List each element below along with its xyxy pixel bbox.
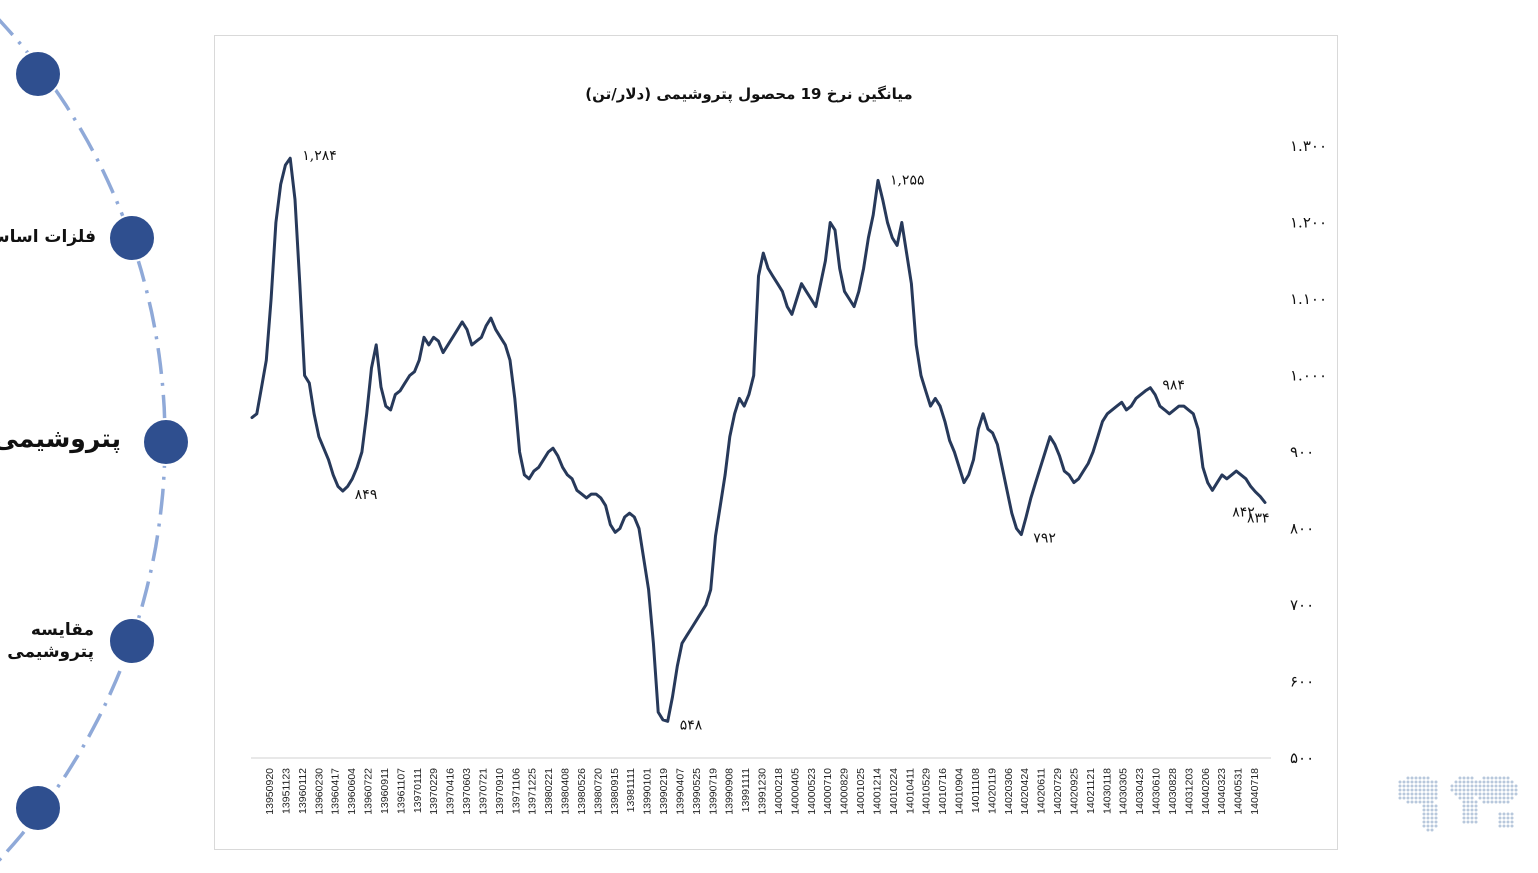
- data-label: ۷۹۲: [1033, 531, 1056, 547]
- nav-dot-4[interactable]: [108, 617, 156, 665]
- series-line: [250, 156, 1267, 723]
- x-tick-label: 13970603: [461, 768, 473, 815]
- x-tick-label: 14020306: [1003, 768, 1015, 815]
- data-label: ۵۴۸: [680, 717, 703, 733]
- x-tick-label: 13960911: [379, 768, 391, 814]
- x-tick-label: 14010411: [904, 768, 916, 814]
- x-tick-label: 14030118: [1101, 768, 1113, 814]
- x-tick-label: 13990407: [674, 768, 686, 815]
- x-tick-label: 13970910: [494, 768, 506, 815]
- x-tick-label: 14020119: [986, 768, 998, 814]
- x-tick-label: 13950920: [264, 768, 276, 815]
- x-tick-label: 13971106: [510, 768, 522, 814]
- chart-title: میانگین نرخ 19 محصول پتروشیمی (دلار/تن): [585, 85, 912, 104]
- petrochemical-price-chart: میانگین نرخ 19 محصول پتروشیمی (دلار/تن) …: [250, 85, 1327, 815]
- x-tick-label: 13961107: [395, 768, 407, 814]
- nav-arc-line: [0, 18, 167, 862]
- x-tick-label: 14031203: [1183, 768, 1195, 815]
- x-tick-label: 13981111: [625, 768, 637, 813]
- x-tick-label: 13951123: [280, 768, 292, 814]
- y-tick-label: ۶۰۰: [1290, 673, 1314, 691]
- x-tick-label: 14040718: [1249, 768, 1261, 815]
- nav-dot-5[interactable]: [14, 784, 62, 832]
- x-tick-label: 13980221: [543, 768, 555, 815]
- x-tick-label: 14011108: [970, 768, 982, 813]
- data-label: ۱,۲۵۵: [890, 172, 925, 188]
- x-tick-label: 14020729: [1052, 768, 1064, 815]
- x-tick-label: 13980408: [560, 768, 572, 815]
- x-tick-label: 14040323: [1216, 768, 1228, 815]
- x-tick-label: 14010224: [888, 768, 900, 815]
- x-tick-label: 14000218: [773, 768, 785, 815]
- x-tick-label: 14040531: [1233, 768, 1245, 815]
- data-label: ۸۳۴: [1247, 510, 1270, 526]
- y-tick-label: ۷۰۰: [1290, 596, 1314, 614]
- x-tick-label: 14020611: [1036, 768, 1048, 814]
- x-tick-label: 14010716: [937, 768, 949, 815]
- x-tick-label: 14001214: [871, 768, 883, 815]
- x-tick-label: 14030305: [1118, 768, 1130, 815]
- nav-dot-2[interactable]: [108, 214, 156, 262]
- y-tick-label: ۸۰۰: [1290, 520, 1314, 538]
- x-tick-label: 13990101: [642, 768, 654, 815]
- x-tick-label: 13970111: [412, 768, 424, 813]
- y-tick-label: ۱.۱۰۰: [1290, 290, 1327, 308]
- x-tick-label: 14030423: [1134, 768, 1146, 815]
- x-tick-label: 13980526: [576, 768, 588, 815]
- x-tick-label: 14000829: [839, 768, 851, 815]
- x-tick-label: 13960722: [363, 768, 375, 815]
- x-tick-label: 14040206: [1200, 768, 1212, 815]
- x-tick-label: 14030610: [1151, 768, 1163, 815]
- x-tick-label: 13990908: [724, 768, 736, 815]
- x-tick-label: 13971225: [527, 768, 539, 815]
- data-label: ۹۸۴: [1162, 378, 1185, 394]
- x-tick-label: 13960604: [346, 768, 358, 815]
- x-tick-label: 14000523: [806, 768, 818, 815]
- x-tick-label: 14010904: [954, 768, 966, 815]
- x-tick-label: 13990219: [658, 768, 670, 815]
- y-tick-label: ۹۰۰: [1290, 443, 1314, 461]
- x-tick-label: 13990719: [707, 768, 719, 815]
- y-tick-label: ۱.۰۰۰: [1290, 367, 1327, 385]
- world-map-icon: [1398, 776, 1518, 832]
- x-tick-label: 14020925: [1068, 768, 1080, 815]
- x-tick-label: 13970229: [428, 768, 440, 815]
- x-tick-label: 13991111: [740, 768, 752, 813]
- x-tick-label: 14001025: [855, 768, 867, 815]
- data-label: ۸۴۲: [1232, 504, 1255, 520]
- x-tick-label: 14000710: [822, 768, 834, 815]
- x-tick-label: 14020424: [1019, 768, 1031, 815]
- data-label: ۱,۲۸۴: [302, 148, 337, 164]
- y-tick-label: ۱.۳۰۰: [1290, 137, 1327, 155]
- x-tick-label: 14021121: [1085, 768, 1097, 814]
- nav-label-base-metals[interactable]: فلزات اساسی: [0, 227, 96, 247]
- y-tick-label: ۱.۲۰۰: [1290, 214, 1327, 232]
- x-tick-label: 13970721: [477, 768, 489, 815]
- data-label: ۸۴۹: [355, 487, 378, 503]
- y-tick-label: ۵۰۰: [1290, 749, 1314, 767]
- nav-dot-3[interactable]: [142, 418, 190, 466]
- nav-dot-1[interactable]: [14, 50, 62, 98]
- x-tick-label: 13980915: [609, 768, 621, 815]
- x-tick-label: 13990525: [691, 768, 703, 815]
- world-map-dots: [1398, 776, 1518, 832]
- x-tick-label: 14030828: [1167, 768, 1179, 815]
- x-tick-label: 14000405: [789, 768, 801, 815]
- x-tick-label: 14010529: [921, 768, 933, 815]
- x-tick-label: 13960417: [330, 768, 342, 815]
- nav-label-petrochemical[interactable]: پتروشیمی: [0, 424, 121, 453]
- section-nav: [0, 18, 190, 862]
- nav-label-petrochemical-comparison[interactable]: مقایسه پتروشیمی: [7, 620, 94, 662]
- x-tick-label: 13960112: [297, 768, 309, 814]
- x-tick-label: 13960230: [313, 768, 325, 815]
- chart-frame: میانگین نرخ 19 محصول پتروشیمی (دلار/تن) …: [214, 35, 1338, 850]
- x-tick-label: 13991230: [757, 768, 769, 815]
- x-tick-label: 13970416: [445, 768, 457, 815]
- x-tick-label: 13980720: [592, 768, 604, 815]
